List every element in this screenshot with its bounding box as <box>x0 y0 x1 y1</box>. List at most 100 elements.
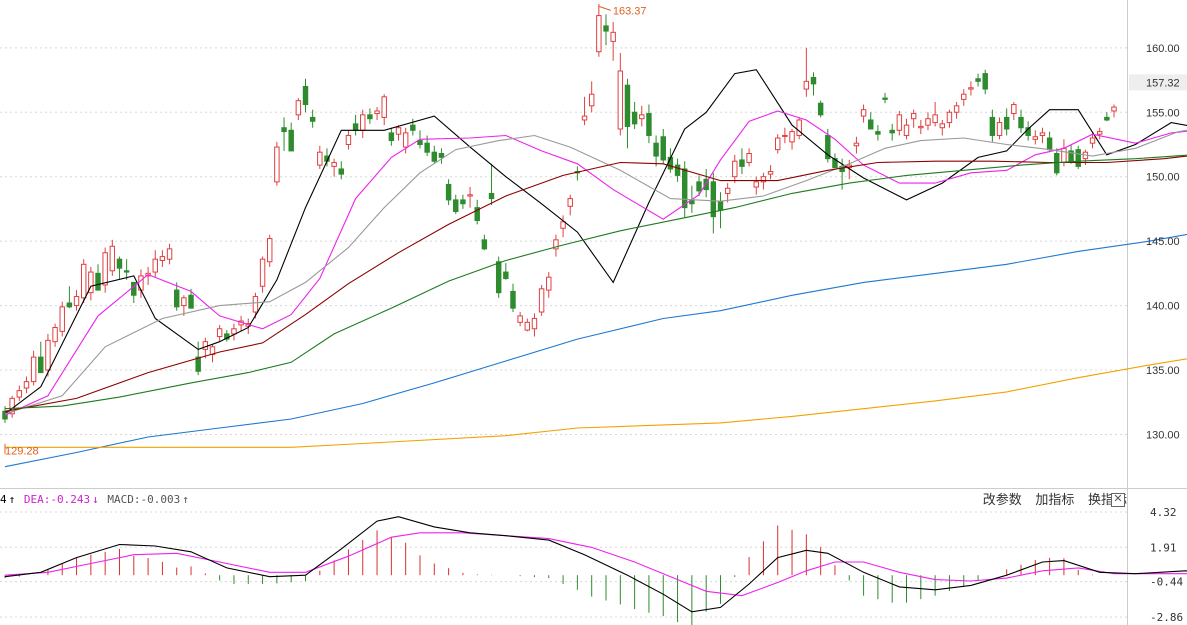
candle-down <box>717 200 724 211</box>
price-tick-label: 160.00 <box>1146 43 1180 55</box>
candle-down <box>131 281 137 296</box>
macd-panel: 4.32 1.91 -0.44 -2.86 <box>0 506 1187 625</box>
candle-down <box>195 356 201 372</box>
candle-down <box>417 140 423 145</box>
candle-up <box>567 198 573 207</box>
candle-up <box>775 137 781 151</box>
candle-up <box>360 114 366 131</box>
candle-up <box>30 356 37 383</box>
candle-up <box>939 123 946 129</box>
candle-up <box>596 15 602 53</box>
candle-up <box>345 134 352 145</box>
moving-average-line <box>4 154 1187 410</box>
candle-up <box>181 297 187 307</box>
add-indicator-button[interactable]: 加指标 <box>1035 492 1075 507</box>
candle-up <box>231 328 237 335</box>
candle-down <box>975 78 981 82</box>
candle-up <box>796 119 802 136</box>
candle-down <box>889 129 895 134</box>
candle-up <box>1089 137 1096 144</box>
candle-down <box>503 271 509 280</box>
close-panel-icon[interactable]: ✕ <box>1111 493 1125 507</box>
candle-up <box>88 271 94 294</box>
dea-value: DEA:-0.243 <box>23 493 91 506</box>
candle-down <box>832 158 838 169</box>
candle-up <box>159 256 166 261</box>
candle-down <box>445 183 452 201</box>
candle-up <box>732 160 738 178</box>
candle-up <box>639 114 645 120</box>
candle-up <box>918 125 924 129</box>
candle-up <box>166 248 173 260</box>
candle-up <box>1039 132 1046 136</box>
candle-up <box>803 80 810 90</box>
price-tick-label: 140.00 <box>1146 301 1180 313</box>
candle-up <box>517 315 523 323</box>
price-tick-label: 130.00 <box>1146 429 1180 441</box>
candle-down <box>367 114 373 120</box>
moving-average-line <box>4 233 1187 468</box>
dea-line <box>4 532 1187 597</box>
candle-up <box>216 328 223 338</box>
candle-down <box>66 302 73 308</box>
candle-up <box>267 238 273 263</box>
change-params-button[interactable]: 改参数 <box>982 492 1022 507</box>
candle-down <box>495 261 502 294</box>
candle-up <box>753 181 759 188</box>
candle-up <box>932 114 938 124</box>
candle-down <box>453 199 459 212</box>
candle-up <box>903 124 910 136</box>
candle-up <box>73 296 80 307</box>
candle-up <box>531 317 538 330</box>
candle-up <box>374 110 380 115</box>
candle-up <box>1096 131 1103 135</box>
candle-down <box>281 127 287 133</box>
macd-tick-label: 1.91 <box>1150 541 1177 554</box>
candle-up <box>782 134 788 137</box>
candle-down <box>882 97 888 100</box>
candle-up <box>331 162 337 167</box>
candle-up <box>23 381 30 389</box>
candle-up <box>16 390 23 398</box>
candle-up <box>961 93 967 100</box>
candle-down <box>710 181 717 218</box>
candle-down <box>631 111 638 125</box>
moving-average-line <box>4 155 1187 412</box>
candle-up <box>610 31 616 42</box>
candle-down <box>431 151 438 162</box>
candle-down <box>624 84 631 127</box>
candle-up <box>553 239 559 250</box>
candle-down <box>410 124 416 131</box>
candle-up <box>102 252 108 286</box>
candle-up <box>546 276 552 291</box>
macd-up-arrow-icon: ↑ <box>182 493 189 506</box>
candle-down <box>1104 116 1110 121</box>
candle-up <box>524 321 531 331</box>
candle-up <box>946 111 953 124</box>
candle-down <box>810 76 817 85</box>
candle-down <box>739 159 745 167</box>
candle-down <box>288 129 294 152</box>
candle-up <box>381 96 387 118</box>
candle-up <box>1061 147 1067 164</box>
candle-up <box>295 100 302 116</box>
candle-down <box>352 123 359 131</box>
macd-tick-label: -2.86 <box>1150 611 1183 624</box>
candle-up <box>588 93 595 107</box>
candle-up <box>395 127 402 135</box>
candle-up <box>202 341 209 350</box>
candle-down <box>653 142 659 157</box>
candle-down <box>1018 116 1024 129</box>
candle-up <box>317 151 323 166</box>
macd-tick-label: 4.32 <box>1150 506 1177 519</box>
candle-down <box>1046 137 1053 151</box>
candle-up <box>259 258 266 287</box>
candle-up <box>402 132 409 148</box>
candle-up <box>80 263 87 299</box>
candle-down <box>424 142 430 153</box>
candle-down <box>681 168 688 209</box>
moving-average-line <box>5 358 1187 448</box>
candle-down <box>116 258 123 269</box>
candle-down <box>188 294 194 309</box>
